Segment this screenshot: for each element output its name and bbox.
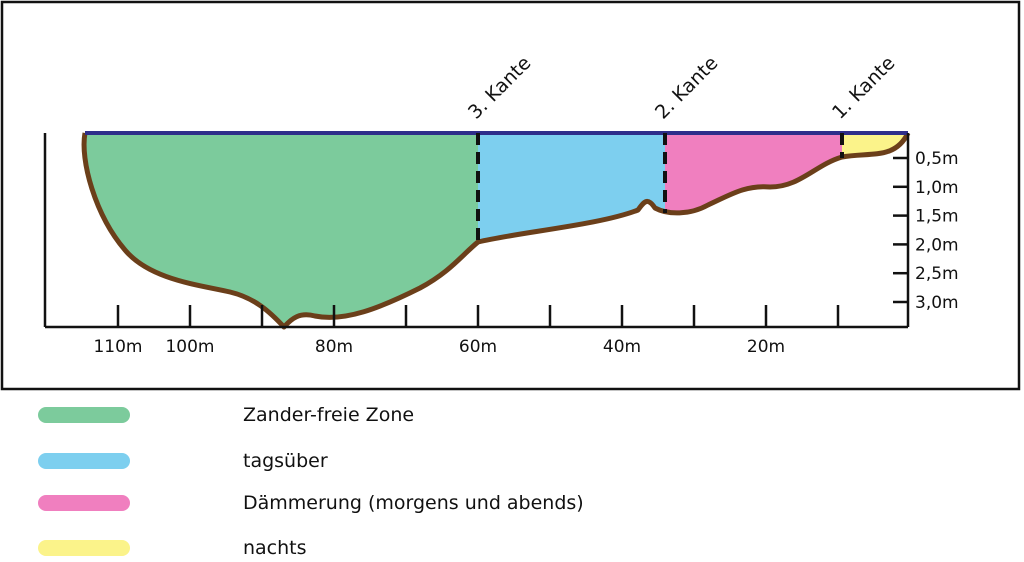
edge-label: 3. Kante [464,52,536,124]
legend-swatch [38,540,130,556]
zone-pink [665,133,842,327]
legend-label: Dämmerung (morgens und abends) [243,492,584,514]
legend-label: tagsüber [243,450,328,472]
edge-lines [476,133,844,244]
legend-swatch [38,453,130,469]
x-label: 110m [93,337,142,357]
edge-label: 1. Kante [828,52,900,124]
depth-label: 0,5m [915,149,959,169]
lake-bed [81,131,911,330]
depth-label: 1,5m [915,207,959,227]
depth-label: 1,0m [915,178,959,198]
depth-label: 2,5m [915,264,959,284]
frame [0,0,1021,391]
legend-label: nachts [243,537,307,559]
edge-label: 2. Kante [651,52,723,124]
legend-swatch [38,407,130,423]
x-label: 100m [165,337,214,357]
x-label: 20m [747,337,785,357]
zone-yellow [842,133,909,327]
legend-label: Zander-freie Zone [243,404,414,426]
x-label: 40m [603,337,641,357]
x-label: 80m [315,337,353,357]
x-label: 60m [459,337,497,357]
labels: 110m 100m 80m 60m 40m 20m 0,5m 1,0m 1,5m 2,0m 2,5m… [38,52,959,559]
zone-green [84,133,478,327]
zones [84,133,909,327]
depth-label: 2,0m [915,235,959,255]
depth-label: 3,0m [915,293,959,313]
legend-swatch [38,495,130,511]
